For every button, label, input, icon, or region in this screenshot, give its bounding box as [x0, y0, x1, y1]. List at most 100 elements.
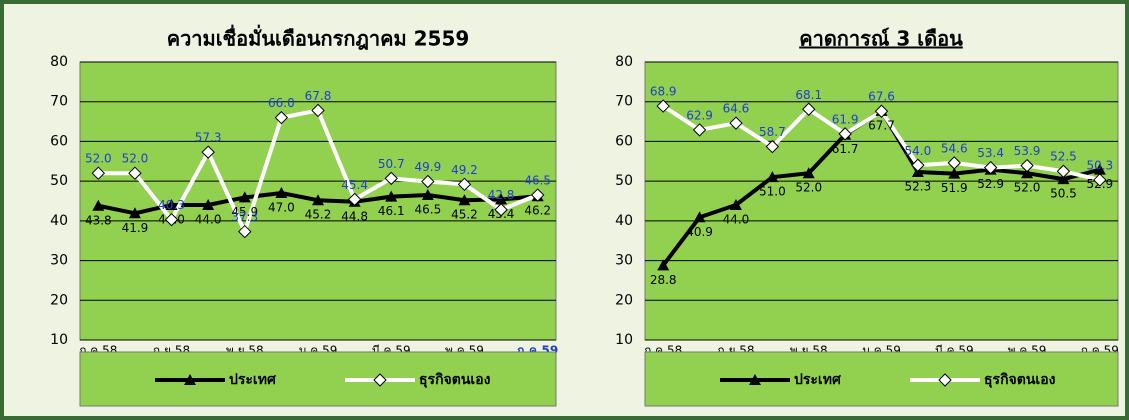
marker [1093, 163, 1106, 175]
y-tick-label: 80 [50, 54, 68, 70]
y-tick-label: 30 [615, 253, 633, 269]
value-label: 44.0 [723, 212, 750, 226]
marker [311, 103, 325, 118]
value-label: 44.0 [195, 212, 222, 226]
marker [91, 166, 106, 180]
marker [457, 177, 472, 192]
marker [729, 116, 743, 130]
marker [1020, 158, 1034, 173]
marker [274, 110, 289, 125]
marker [802, 102, 816, 116]
chart-title: ความเชื่อมั่นเดือนกรกฎาคม 2559 [167, 24, 470, 51]
marker [693, 211, 706, 223]
value-label: 61.9 [832, 112, 859, 126]
marker [749, 374, 761, 385]
marker [938, 373, 952, 387]
value-label: 45.4 [341, 178, 368, 192]
marker [656, 99, 670, 113]
value-label: 46.2 [524, 204, 551, 218]
value-label: 44.8 [341, 209, 368, 223]
legend-label: ธุรกิจตนเอง [984, 372, 1056, 388]
y-tick-label: 20 [50, 292, 68, 308]
marker [1056, 164, 1071, 178]
marker [657, 259, 670, 271]
y-tick-label: 60 [615, 133, 633, 149]
y-tick-label: 40 [615, 213, 633, 229]
value-label: 52.0 [122, 152, 149, 166]
marker [874, 104, 889, 118]
value-label: 54.6 [941, 141, 968, 155]
marker [802, 167, 815, 179]
marker [1021, 167, 1034, 179]
value-label: 68.1 [795, 88, 822, 102]
value-label: 52.5 [1050, 150, 1077, 164]
value-label: 64.6 [723, 102, 750, 116]
y-tick-label: 60 [50, 133, 68, 149]
value-label: 52.0 [795, 181, 822, 195]
value-label: 52.9 [977, 177, 1004, 191]
marker [765, 139, 780, 154]
value-label: 58.7 [759, 125, 786, 139]
value-label: 68.9 [650, 85, 677, 99]
marker [911, 158, 925, 172]
y-tick-label: 50 [615, 173, 633, 189]
marker [494, 203, 508, 217]
marker [238, 191, 251, 203]
y-tick-label: 70 [615, 94, 633, 110]
marker [948, 167, 961, 179]
value-label: 52.0 [1014, 181, 1041, 195]
marker [983, 160, 998, 175]
value-label: 49.9 [414, 160, 441, 174]
value-label: 67.6 [868, 90, 895, 104]
value-label: 46.5 [524, 174, 551, 188]
value-label: 53.9 [1014, 144, 1041, 158]
value-label: 66.0 [268, 96, 295, 110]
value-label: 37.3 [231, 210, 258, 224]
value-label: 51.0 [759, 185, 786, 199]
marker [766, 171, 779, 183]
value-label: 47.0 [268, 201, 295, 215]
marker [164, 212, 179, 227]
marker [201, 145, 215, 159]
marker [495, 193, 508, 205]
y-tick-label: 70 [50, 94, 68, 110]
marker [384, 171, 398, 186]
y-tick-label: 30 [50, 253, 68, 269]
marker [373, 373, 387, 387]
y-tick-label: 20 [615, 292, 633, 308]
legend-label: ประเทศ [794, 372, 842, 388]
marker [729, 198, 742, 210]
marker [202, 198, 215, 210]
value-label: 41.9 [122, 221, 149, 235]
value-label: 50.3 [1086, 158, 1113, 172]
value-label: 45.2 [305, 208, 332, 222]
marker [1057, 173, 1070, 185]
marker [421, 174, 435, 189]
value-label: 40.3 [158, 198, 185, 212]
marker [838, 127, 852, 141]
value-label: 40.9 [686, 225, 713, 239]
marker [458, 194, 471, 206]
value-label: 46.5 [414, 203, 441, 217]
legend-label: ประเทศ [229, 372, 277, 388]
marker [128, 166, 142, 180]
marker [692, 123, 707, 137]
marker [128, 207, 141, 219]
value-label: 61.7 [832, 142, 859, 156]
marker [184, 374, 196, 385]
y-tick-label: 40 [50, 213, 68, 229]
value-label: 42.8 [488, 188, 515, 202]
y-tick-label: 10 [615, 332, 633, 348]
chart-title: คาดการณ์ 3 เดือน [799, 27, 963, 51]
value-label: 46.1 [378, 204, 405, 218]
value-label: 67.8 [305, 89, 332, 103]
value-label: 28.8 [650, 273, 677, 287]
value-label: 50.5 [1050, 187, 1077, 201]
value-label: 50.7 [378, 157, 405, 171]
marker [530, 188, 545, 202]
marker [275, 187, 288, 199]
y-tick-label: 10 [50, 332, 68, 348]
marker [347, 192, 362, 207]
marker [238, 224, 252, 239]
